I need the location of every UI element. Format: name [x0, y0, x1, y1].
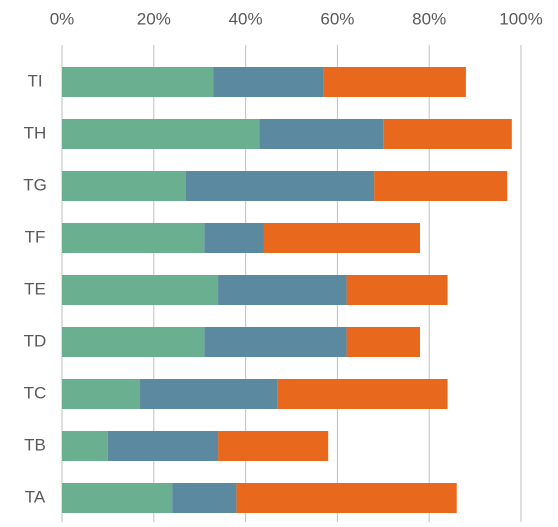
bar-segment	[62, 379, 141, 409]
bar-segment	[213, 67, 324, 97]
y-tick-label: TA	[25, 487, 46, 506]
bar-segment	[218, 431, 329, 461]
bar-segment	[172, 483, 237, 513]
bar-segment	[204, 327, 347, 357]
bar-segment	[277, 379, 448, 409]
bar-segment	[62, 275, 219, 305]
y-tick-label: TD	[24, 331, 47, 350]
bar-segment	[218, 275, 347, 305]
bar-segment	[204, 223, 264, 253]
bar-segment	[62, 67, 214, 97]
bar-segment	[107, 431, 219, 461]
y-tick-label: TH	[24, 123, 47, 142]
y-tick-label: TC	[24, 383, 47, 402]
y-tick-label: TF	[25, 227, 46, 246]
bar-segment	[236, 483, 457, 513]
x-tick-label: 20%	[137, 9, 171, 28]
bar-segment	[62, 223, 205, 253]
bar-segment	[259, 119, 384, 149]
y-tick-label: TG	[23, 175, 47, 194]
x-tick-label: 100%	[499, 9, 542, 28]
bar-segment	[383, 119, 512, 149]
bar-segment	[62, 327, 205, 357]
x-tick-label: 80%	[412, 9, 446, 28]
bar-segment	[62, 171, 186, 201]
x-tick-label: 60%	[320, 9, 354, 28]
bar-segment	[346, 275, 448, 305]
bar-segment	[263, 223, 421, 253]
bar-segment	[62, 431, 108, 461]
bar-segment	[62, 119, 260, 149]
y-tick-label: TI	[27, 71, 42, 90]
bar-segment	[374, 171, 508, 201]
y-tick-label: TB	[24, 435, 46, 454]
x-tick-label: 0%	[50, 9, 75, 28]
x-tick-label: 40%	[229, 9, 263, 28]
y-tick-label: TE	[24, 279, 46, 298]
bar-segment	[140, 379, 278, 409]
bar-segment	[62, 483, 173, 513]
bar-segment	[185, 171, 375, 201]
bar-segment	[346, 327, 421, 357]
bar-segment	[323, 67, 466, 97]
